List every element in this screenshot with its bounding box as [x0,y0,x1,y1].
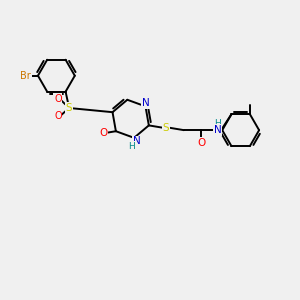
Text: Br: Br [20,71,31,81]
Text: O: O [99,128,107,138]
Text: S: S [163,123,169,133]
Text: S: S [66,103,73,113]
Text: N: N [133,136,140,146]
Text: N: N [142,98,149,108]
Text: N: N [214,125,221,135]
Text: H: H [214,119,221,128]
Text: O: O [54,94,62,104]
Text: O: O [54,111,62,121]
Text: H: H [128,142,134,151]
Text: O: O [197,138,205,148]
